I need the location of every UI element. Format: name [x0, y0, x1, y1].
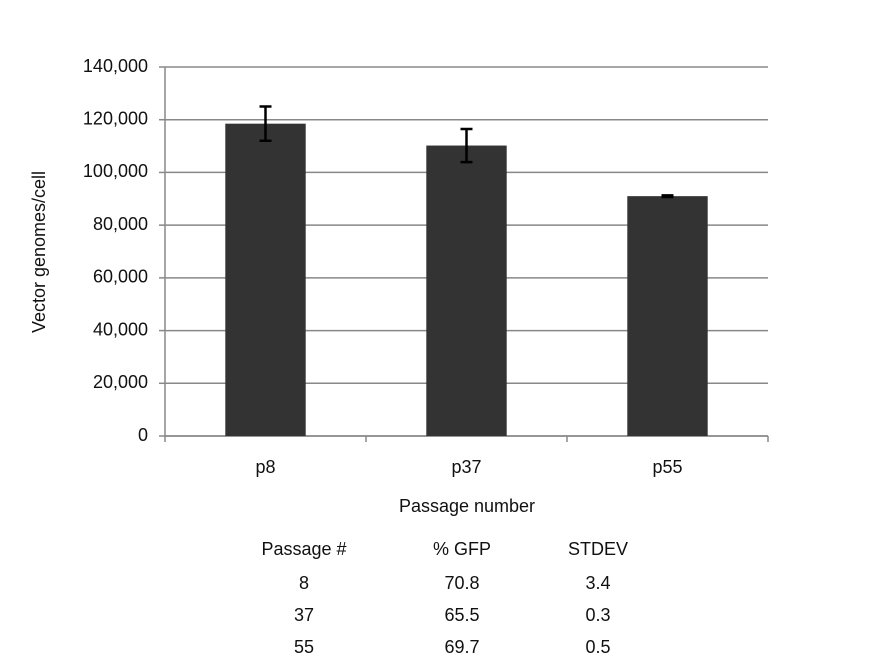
table-cell: 69.7 — [444, 637, 479, 657]
x-tick-label: p55 — [652, 457, 682, 477]
table-header: Passage # — [261, 539, 346, 559]
y-tick-label: 0 — [138, 425, 148, 445]
y-tick-label: 100,000 — [83, 161, 148, 181]
table-cell: 0.3 — [585, 605, 610, 625]
y-tick-label: 40,000 — [93, 319, 148, 339]
table-cell: 8 — [299, 573, 309, 593]
bar — [426, 145, 507, 436]
x-tick-label: p37 — [451, 457, 481, 477]
table-cell: 55 — [294, 637, 314, 657]
error-bar — [661, 194, 674, 199]
y-tick-label: 140,000 — [83, 56, 148, 76]
bar — [225, 123, 306, 437]
table-header: STDEV — [568, 539, 628, 559]
y-tick-label: 60,000 — [93, 267, 148, 287]
table-header: % GFP — [433, 539, 491, 559]
y-tick-label: 120,000 — [83, 108, 148, 128]
table-cell: 70.8 — [444, 573, 479, 593]
error-bar — [259, 105, 272, 143]
table-cell: 0.5 — [585, 637, 610, 657]
error-bar — [460, 127, 473, 164]
table-cell: 3.4 — [585, 573, 610, 593]
x-tick-label: p8 — [255, 457, 275, 477]
table-cell: 37 — [294, 605, 314, 625]
bar — [627, 196, 708, 436]
y-tick-label: 20,000 — [93, 372, 148, 392]
y-tick-label: 80,000 — [93, 214, 148, 234]
table-cell: 65.5 — [444, 605, 479, 625]
x-axis-label: Passage number — [399, 496, 535, 516]
y-axis-label: Vector genomes/cell — [29, 171, 49, 333]
